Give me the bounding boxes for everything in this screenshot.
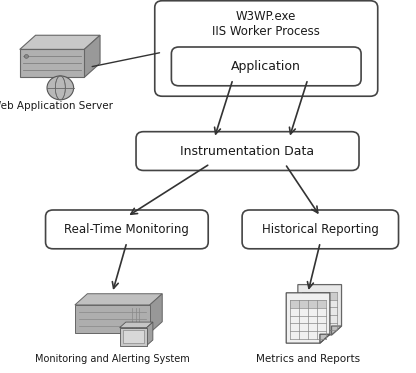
- Polygon shape: [298, 285, 342, 335]
- Polygon shape: [290, 300, 326, 308]
- Text: Metrics and Reports: Metrics and Reports: [256, 354, 360, 364]
- Polygon shape: [120, 322, 153, 328]
- FancyBboxPatch shape: [155, 1, 378, 96]
- Polygon shape: [75, 305, 150, 333]
- Text: Historical Reporting: Historical Reporting: [262, 223, 379, 236]
- Polygon shape: [20, 50, 84, 77]
- Text: Application: Application: [231, 60, 301, 73]
- Polygon shape: [120, 328, 147, 345]
- Polygon shape: [286, 293, 330, 343]
- Polygon shape: [75, 294, 162, 305]
- FancyBboxPatch shape: [242, 210, 399, 249]
- Polygon shape: [320, 334, 330, 343]
- Circle shape: [24, 54, 28, 58]
- Text: Web Application Server: Web Application Server: [0, 101, 113, 111]
- Polygon shape: [20, 35, 100, 50]
- Polygon shape: [147, 322, 153, 345]
- FancyBboxPatch shape: [171, 47, 361, 86]
- Text: Monitoring and Alerting System: Monitoring and Alerting System: [35, 354, 190, 364]
- Text: Real-Time Monitoring: Real-Time Monitoring: [64, 223, 189, 236]
- Circle shape: [47, 76, 74, 100]
- Polygon shape: [150, 294, 162, 333]
- Polygon shape: [332, 326, 342, 335]
- FancyBboxPatch shape: [123, 330, 144, 343]
- FancyBboxPatch shape: [136, 132, 359, 170]
- Polygon shape: [84, 35, 100, 77]
- Text: Instrumentation Data: Instrumentation Data: [181, 145, 314, 157]
- Polygon shape: [302, 292, 337, 300]
- Text: W3WP.exe
IIS Worker Process: W3WP.exe IIS Worker Process: [212, 10, 320, 38]
- FancyBboxPatch shape: [46, 210, 208, 249]
